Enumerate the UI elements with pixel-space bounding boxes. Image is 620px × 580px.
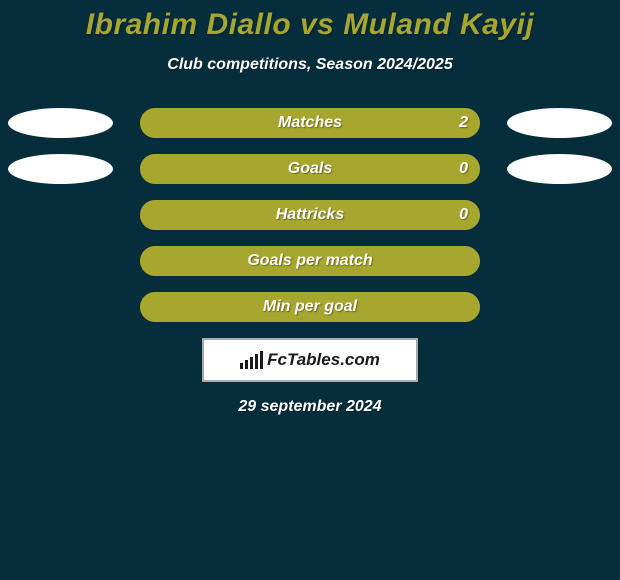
stat-label: Goals per match	[140, 246, 480, 276]
stat-label: Matches	[140, 108, 480, 138]
stat-row: Min per goal	[0, 292, 620, 322]
stat-bar: Hattricks0	[140, 200, 480, 230]
stat-bar: Goals per match	[140, 246, 480, 276]
stat-value: 2	[459, 108, 468, 138]
stat-row: Goals0	[0, 154, 620, 184]
stat-row: Matches2	[0, 108, 620, 138]
stat-row: Goals per match	[0, 246, 620, 276]
stat-value: 0	[459, 200, 468, 230]
stat-label: Hattricks	[140, 200, 480, 230]
right-pill	[507, 154, 612, 184]
stat-rows: Matches2Goals0Hattricks0Goals per matchM…	[0, 108, 620, 322]
page-title: Ibrahim Diallo vs Muland Kayij	[0, 0, 620, 42]
stat-label: Min per goal	[140, 292, 480, 322]
stat-bar: Goals0	[140, 154, 480, 184]
right-pill	[507, 108, 612, 138]
stat-label: Goals	[140, 154, 480, 184]
subtitle: Club competitions, Season 2024/2025	[0, 56, 620, 74]
chart-icon	[240, 351, 263, 369]
stat-bar: Matches2	[140, 108, 480, 138]
left-pill	[8, 154, 113, 184]
logo-text: FcTables.com	[267, 350, 380, 370]
comparison-card: Ibrahim Diallo vs Muland Kayij Club comp…	[0, 0, 620, 580]
stat-row: Hattricks0	[0, 200, 620, 230]
stat-value: 0	[459, 154, 468, 184]
date-line: 29 september 2024	[0, 398, 620, 416]
logo-box: FcTables.com	[202, 338, 418, 382]
stat-bar: Min per goal	[140, 292, 480, 322]
left-pill	[8, 108, 113, 138]
